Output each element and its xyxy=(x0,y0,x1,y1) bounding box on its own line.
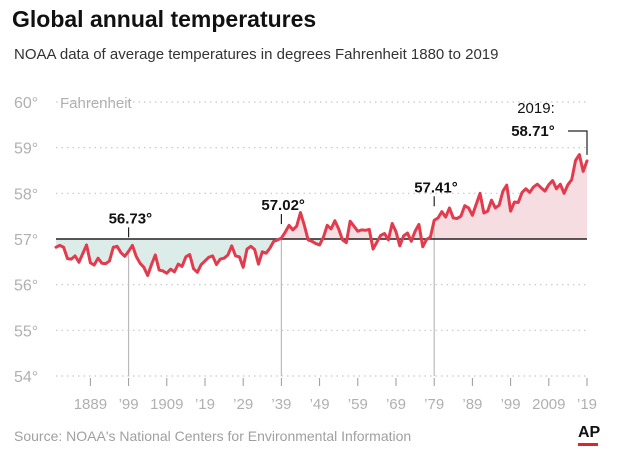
x-tick-label: 2009 xyxy=(532,396,565,413)
page-title: Global annual temperatures xyxy=(12,6,317,32)
x-tick-label: ’39 xyxy=(271,396,291,413)
y-tick-label: 56° xyxy=(14,278,38,295)
y-tick-label: 54° xyxy=(14,369,38,386)
y-tick-label: 58° xyxy=(14,186,38,203)
x-tick-label: 1909 xyxy=(150,396,183,413)
y-tick-label: 60° xyxy=(14,95,38,112)
last-value-leader xyxy=(568,130,588,155)
temperature-series-line xyxy=(54,153,589,278)
source-note: Source: NOAA's National Centers for Envi… xyxy=(14,428,412,444)
y-tick-label: 55° xyxy=(14,323,38,340)
y-tick-label: 59° xyxy=(14,141,38,158)
area-below-baseline xyxy=(56,239,587,276)
x-tick-label: ’29 xyxy=(233,396,253,413)
y-axis-label: Fahrenheit xyxy=(60,95,133,112)
x-tick-label: ’49 xyxy=(310,396,330,413)
x-tick-label: ’79 xyxy=(424,396,444,413)
x-tick-label: 1889 xyxy=(74,396,107,413)
x-tick-label: ’19 xyxy=(577,396,597,413)
annotation-label: 57.41° xyxy=(414,179,458,196)
last-year-label: 2019: xyxy=(517,100,555,117)
annotation-label: 56.73° xyxy=(109,210,153,227)
area-above-baseline xyxy=(56,154,587,239)
last-value-label: 58.71° xyxy=(511,123,555,140)
x-tick-label: ’99 xyxy=(119,396,139,413)
x-tick-label: ’59 xyxy=(348,396,368,413)
x-tick-label: ’89 xyxy=(462,396,482,413)
annotation-label: 57.02° xyxy=(261,197,305,214)
ap-logo-bar xyxy=(578,443,598,446)
ap-logo: AP xyxy=(578,424,601,441)
x-tick-label: ’69 xyxy=(386,396,406,413)
x-tick-label: ’99 xyxy=(501,396,521,413)
x-tick-label: ’19 xyxy=(195,396,215,413)
y-tick-label: 57° xyxy=(14,232,38,249)
chart-subtitle: NOAA data of average temperatures in deg… xyxy=(14,46,499,63)
